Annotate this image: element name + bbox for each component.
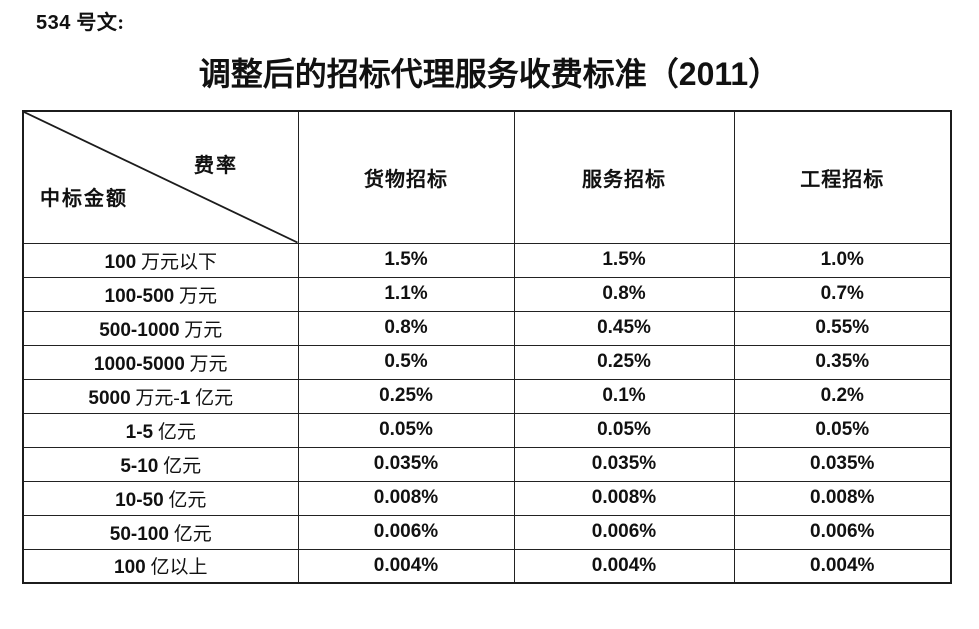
table-row: 100 亿以上 0.004% 0.004% 0.004%	[22, 548, 952, 584]
rate-cell: 0.45%	[513, 310, 735, 346]
row-label: 1-5 亿元	[22, 412, 299, 448]
row-label: 5000 万元-1 亿元	[22, 378, 299, 414]
table-row: 10-50 亿元 0.008% 0.008% 0.008%	[22, 480, 952, 516]
rate-cell: 0.006%	[513, 514, 735, 550]
row-label: 1000-5000 万元	[22, 344, 299, 380]
rate-cell: 0.004%	[513, 548, 735, 584]
rate-cell: 1.1%	[297, 276, 515, 312]
table-header-row: 费率 中标金额 货物招标 服务招标 工程招标	[22, 110, 952, 244]
rate-cell: 0.05%	[513, 412, 735, 448]
rate-cell: 0.05%	[297, 412, 515, 448]
corner-amount-label: 中标金额	[40, 188, 128, 210]
rate-cell: 0.55%	[733, 310, 952, 346]
doc-number: 534 号文:	[36, 12, 125, 34]
rate-cell: 0.035%	[733, 446, 952, 482]
row-label: 500-1000 万元	[22, 310, 299, 346]
rate-cell: 1.5%	[297, 242, 515, 278]
table-row: 5-10 亿元 0.035% 0.035% 0.035%	[22, 446, 952, 482]
rate-cell: 0.8%	[297, 310, 515, 346]
table-row: 500-1000 万元 0.8% 0.45% 0.55%	[22, 310, 952, 346]
rate-cell: 0.006%	[733, 514, 952, 550]
rate-cell: 0.006%	[297, 514, 515, 550]
row-label: 100 亿以上	[22, 548, 299, 584]
table-row: 50-100 亿元 0.006% 0.006% 0.006%	[22, 514, 952, 550]
rate-cell: 0.8%	[513, 276, 735, 312]
column-header-engineering: 工程招标	[733, 110, 952, 244]
rate-cell: 0.35%	[733, 344, 952, 380]
rate-cell: 0.004%	[297, 548, 515, 584]
page-title: 调整后的招标代理服务收费标准（2011）	[198, 56, 781, 92]
rate-cell: 0.05%	[733, 412, 952, 448]
table-row: 5000 万元-1 亿元 0.25% 0.1% 0.2%	[22, 378, 952, 414]
row-label: 5-10 亿元	[22, 446, 299, 482]
corner-header-cell: 费率 中标金额	[22, 110, 299, 244]
rate-cell: 1.0%	[733, 242, 952, 278]
row-label: 100 万元以下	[22, 242, 299, 278]
rate-cell: 0.008%	[297, 480, 515, 516]
row-label: 10-50 亿元	[22, 480, 299, 516]
fee-table-wrap: 费率 中标金额 货物招标 服务招标 工程招标 100 万元以下 1.5% 1.5…	[22, 110, 952, 584]
rate-cell: 0.1%	[513, 378, 735, 414]
diagonal-divider-line	[24, 112, 298, 243]
rate-cell: 0.008%	[733, 480, 952, 516]
table-row: 1-5 亿元 0.05% 0.05% 0.05%	[22, 412, 952, 448]
fee-table: 费率 中标金额 货物招标 服务招标 工程招标 100 万元以下 1.5% 1.5…	[22, 110, 952, 584]
rate-cell: 0.25%	[513, 344, 735, 380]
rate-cell: 0.25%	[297, 378, 515, 414]
rate-cell: 0.035%	[513, 446, 735, 482]
rate-cell: 0.2%	[733, 378, 952, 414]
rate-cell: 0.008%	[513, 480, 735, 516]
rate-cell: 1.5%	[513, 242, 735, 278]
rate-cell: 0.004%	[733, 548, 952, 584]
row-label: 100-500 万元	[22, 276, 299, 312]
rate-cell: 0.035%	[297, 446, 515, 482]
column-header-services: 服务招标	[513, 110, 735, 244]
rate-cell: 0.7%	[733, 276, 952, 312]
table-row: 1000-5000 万元 0.5% 0.25% 0.35%	[22, 344, 952, 380]
table-row: 100-500 万元 1.1% 0.8% 0.7%	[22, 276, 952, 312]
corner-rate-label: 费率	[194, 155, 238, 177]
table-row: 100 万元以下 1.5% 1.5% 1.0%	[22, 242, 952, 278]
row-label: 50-100 亿元	[22, 514, 299, 550]
column-header-goods: 货物招标	[297, 110, 515, 244]
rate-cell: 0.5%	[297, 344, 515, 380]
